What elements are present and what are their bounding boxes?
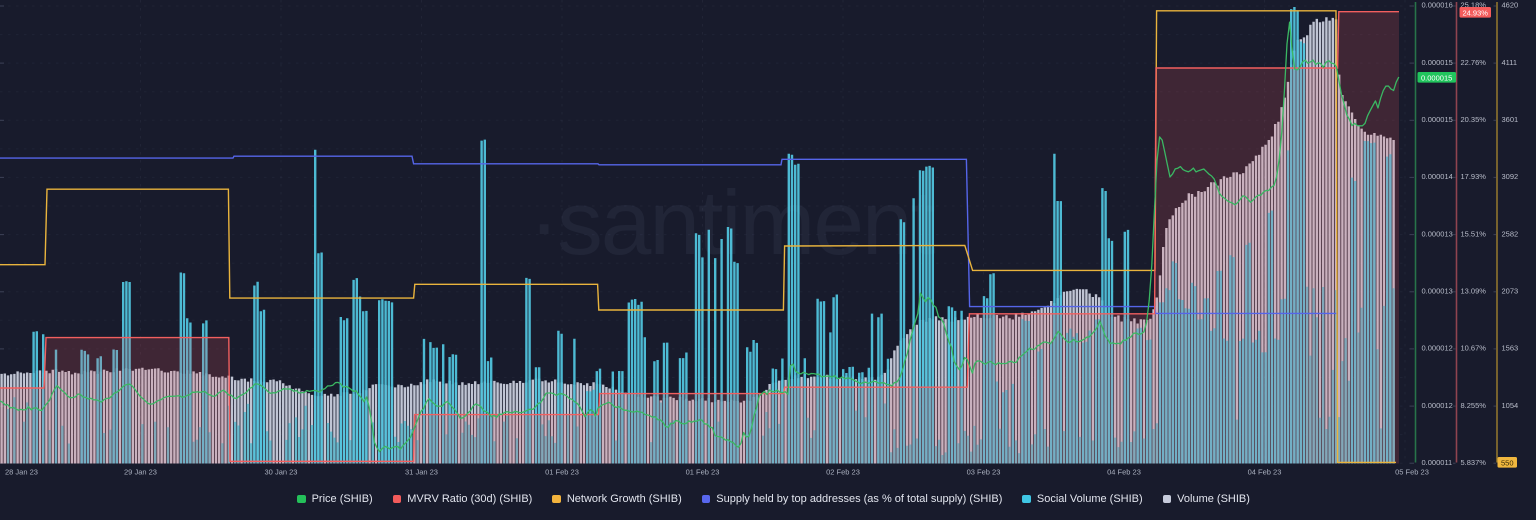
- svg-text:8.255%: 8.255%: [1461, 401, 1487, 410]
- svg-text:01 Feb 23: 01 Feb 23: [545, 468, 579, 477]
- svg-text:20.35%: 20.35%: [1461, 115, 1487, 124]
- svg-text:0.000015: 0.000015: [1422, 115, 1453, 124]
- svg-text:29 Jan 23: 29 Jan 23: [124, 468, 157, 477]
- svg-text:3601: 3601: [1502, 115, 1519, 124]
- svg-text:24.93%: 24.93%: [1463, 8, 1489, 17]
- svg-text:13.09%: 13.09%: [1461, 286, 1487, 295]
- svg-text:22.76%: 22.76%: [1461, 58, 1487, 67]
- svg-text:550: 550: [1501, 458, 1514, 467]
- svg-text:0.000012: 0.000012: [1422, 344, 1453, 353]
- svg-text:25.18%: 25.18%: [1461, 1, 1487, 10]
- svg-text:05 Feb 23: 05 Feb 23: [1395, 468, 1429, 477]
- svg-text:01 Feb 23: 01 Feb 23: [686, 468, 720, 477]
- svg-text:4620: 4620: [1502, 1, 1519, 10]
- svg-text:0.000013: 0.000013: [1422, 229, 1453, 238]
- svg-text:0.000016: 0.000016: [1422, 1, 1453, 10]
- svg-text:04 Feb 23: 04 Feb 23: [1248, 468, 1282, 477]
- svg-text:3092: 3092: [1502, 172, 1519, 181]
- svg-text:0.000015: 0.000015: [1422, 58, 1453, 67]
- svg-text:10.67%: 10.67%: [1461, 344, 1487, 353]
- svg-text:5.837%: 5.837%: [1461, 458, 1487, 467]
- svg-text:31 Jan 23: 31 Jan 23: [405, 468, 438, 477]
- svg-text:30 Jan 23: 30 Jan 23: [265, 468, 298, 477]
- svg-text:0.000013: 0.000013: [1422, 286, 1453, 295]
- svg-text:02 Feb 23: 02 Feb 23: [826, 468, 860, 477]
- svg-text:0.000015: 0.000015: [1421, 73, 1452, 82]
- svg-text:0.000014: 0.000014: [1422, 172, 1453, 181]
- svg-text:04 Feb 23: 04 Feb 23: [1107, 468, 1141, 477]
- svg-text:·santiment: ·santiment: [529, 173, 936, 274]
- svg-text:2073: 2073: [1502, 286, 1519, 295]
- svg-text:0.000011: 0.000011: [1422, 458, 1453, 467]
- svg-text:17.93%: 17.93%: [1461, 172, 1487, 181]
- svg-text:03 Feb 23: 03 Feb 23: [967, 468, 1001, 477]
- svg-text:0.000012: 0.000012: [1422, 401, 1453, 410]
- svg-text:15.51%: 15.51%: [1461, 229, 1487, 238]
- svg-text:2582: 2582: [1502, 229, 1519, 238]
- svg-text:4111: 4111: [1502, 58, 1518, 67]
- svg-text:28 Jan 23: 28 Jan 23: [5, 468, 38, 477]
- svg-text:1054: 1054: [1502, 401, 1519, 410]
- svg-text:1563: 1563: [1502, 344, 1519, 353]
